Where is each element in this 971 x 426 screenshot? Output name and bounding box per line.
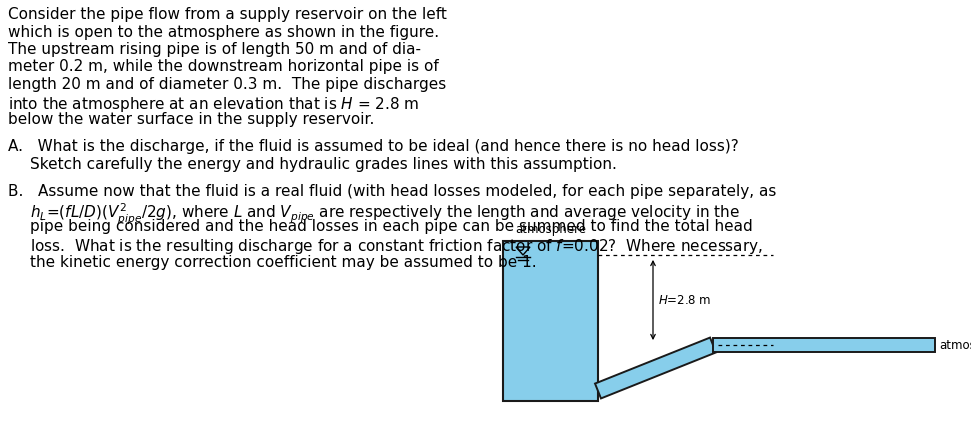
Text: length 20 m and of diameter 0.3 m.  The pipe discharges: length 20 m and of diameter 0.3 m. The p… bbox=[8, 77, 447, 92]
Text: which is open to the atmosphere as shown in the figure.: which is open to the atmosphere as shown… bbox=[8, 24, 439, 40]
Text: meter 0.2 m, while the downstream horizontal pipe is of: meter 0.2 m, while the downstream horizo… bbox=[8, 59, 439, 74]
Polygon shape bbox=[595, 338, 716, 398]
Text: B.   Assume now that the fluid is a real fluid (with head losses modeled, for ea: B. Assume now that the fluid is a real f… bbox=[8, 184, 777, 199]
Text: Consider the pipe flow from a supply reservoir on the left: Consider the pipe flow from a supply res… bbox=[8, 7, 447, 22]
Text: loss.  What is the resulting discharge for a constant friction factor of $f$=0.0: loss. What is the resulting discharge fo… bbox=[30, 236, 763, 256]
Text: The upstream rising pipe is of length 50 m and of dia-: The upstream rising pipe is of length 50… bbox=[8, 42, 421, 57]
Text: atmosphere: atmosphere bbox=[515, 222, 586, 236]
Text: below the water surface in the supply reservoir.: below the water surface in the supply re… bbox=[8, 112, 375, 127]
Text: the kinetic energy correction coefficient may be assumed to be 1.: the kinetic energy correction coefficien… bbox=[30, 254, 537, 269]
Text: A.   What is the discharge, if the fluid is assumed to be ideal (and hence there: A. What is the discharge, if the fluid i… bbox=[8, 139, 739, 154]
Text: $h_L$=($fL$/$D$)($V^2_{pipe}$/2$g$), where $L$ and $V_{pipe}$ are respectively t: $h_L$=($fL$/$D$)($V^2_{pipe}$/2$g$), whe… bbox=[30, 201, 740, 227]
Text: Sketch carefully the energy and hydraulic grades lines with this assumption.: Sketch carefully the energy and hydrauli… bbox=[30, 157, 617, 172]
Text: atmosphere: atmosphere bbox=[939, 339, 971, 352]
Text: pipe being considered and the head losses in each pipe can be summed to find the: pipe being considered and the head losse… bbox=[30, 219, 753, 234]
Polygon shape bbox=[713, 338, 935, 352]
Bar bbox=[503, 242, 598, 401]
Text: $H$=2.8 m: $H$=2.8 m bbox=[658, 294, 711, 307]
Text: into the atmosphere at an elevation that is $H$ = 2.8 m: into the atmosphere at an elevation that… bbox=[8, 94, 419, 113]
